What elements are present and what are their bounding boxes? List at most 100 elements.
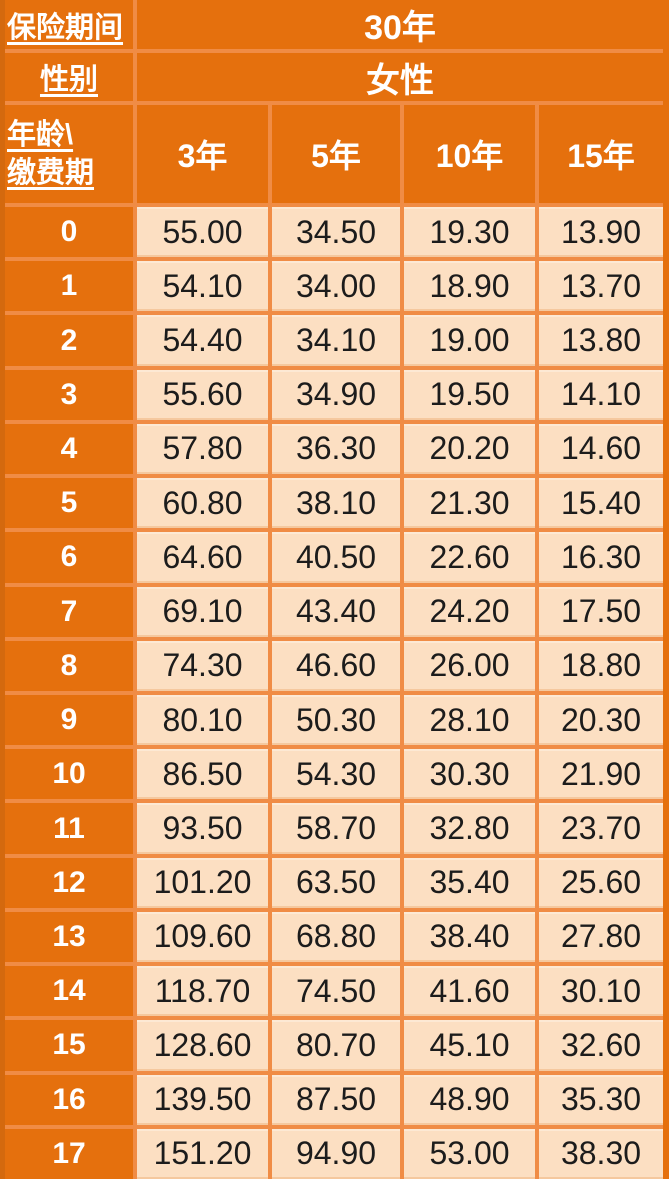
premium-value-cell: 18.80: [539, 640, 663, 691]
age-cell: 1: [5, 261, 133, 312]
premium-value-cell: 69.10: [137, 586, 268, 637]
premium-value-cell: 30.30: [404, 749, 535, 800]
age-cell: 7: [5, 586, 133, 637]
premium-value-cell: 21.90: [539, 749, 663, 800]
premium-value-cell: 14.60: [539, 423, 663, 475]
header-term-15yr: 15年: [539, 105, 663, 203]
premium-value-cell: 54.10: [137, 261, 268, 312]
premium-value-cell: 38.10: [272, 478, 400, 529]
premium-value-cell: 34.50: [272, 207, 400, 258]
premium-value-cell: 36.30: [272, 423, 400, 475]
premium-value-cell: 13.70: [539, 261, 663, 312]
premium-value-cell: 60.80: [137, 478, 268, 529]
premium-value-cell: 34.90: [272, 369, 400, 420]
premium-value-cell: 19.50: [404, 369, 535, 420]
header-gender-label-text: 性别: [39, 64, 98, 96]
age-cell: 12: [5, 857, 133, 908]
premium-value-cell: 26.00: [404, 640, 535, 691]
premium-value-cell: 53.00: [404, 1128, 535, 1179]
premium-value-cell: 38.30: [539, 1128, 663, 1179]
premium-value-cell: 63.50: [272, 857, 400, 908]
premium-value-cell: 54.30: [272, 749, 400, 800]
age-cell: 16: [5, 1074, 133, 1125]
premium-value-cell: 55.60: [137, 369, 268, 420]
age-cell: 5: [5, 478, 133, 529]
age-cell: 11: [5, 803, 133, 854]
premium-value-cell: 54.40: [137, 315, 268, 366]
premium-value-cell: 34.00: [272, 261, 400, 312]
age-cell: 8: [5, 640, 133, 691]
age-cell: 0: [5, 207, 133, 258]
age-cell: 10: [5, 749, 133, 800]
premium-value-cell: 19.00: [404, 315, 535, 366]
premium-value-cell: 41.60: [404, 966, 535, 1017]
premium-value-cell: 28.10: [404, 694, 535, 746]
age-cell: 15: [5, 1020, 133, 1071]
premium-value-cell: 101.20: [137, 857, 268, 908]
premium-value-cell: 128.60: [137, 1020, 268, 1071]
premium-value-cell: 57.80: [137, 423, 268, 475]
header-term-10yr: 10年: [404, 105, 535, 203]
premium-value-cell: 109.60: [137, 911, 268, 963]
header-insurance-period-label: 保险期间: [5, 0, 133, 49]
premium-value-cell: 38.40: [404, 911, 535, 963]
premium-value-cell: 20.20: [404, 423, 535, 475]
premium-value-cell: 55.00: [137, 207, 268, 258]
header-gender-value: 女性: [137, 53, 663, 101]
premium-value-cell: 13.80: [539, 315, 663, 366]
header-insurance-period-label-text: 保险期间: [7, 11, 124, 44]
age-cell: 6: [5, 532, 133, 583]
premium-value-cell: 48.90: [404, 1074, 535, 1125]
premium-value-cell: 14.10: [539, 369, 663, 420]
premium-value-cell: 58.70: [272, 803, 400, 854]
premium-value-cell: 74.50: [272, 966, 400, 1017]
premium-value-cell: 20.30: [539, 694, 663, 746]
premium-value-cell: 40.50: [272, 532, 400, 583]
premium-value-cell: 16.30: [539, 532, 663, 583]
premium-value-cell: 13.90: [539, 207, 663, 258]
premium-value-cell: 25.60: [539, 857, 663, 908]
premium-value-cell: 151.20: [137, 1128, 268, 1179]
premium-value-cell: 80.70: [272, 1020, 400, 1071]
premium-value-cell: 32.80: [404, 803, 535, 854]
header-term-3yr: 3年: [137, 105, 268, 203]
premium-value-cell: 93.50: [137, 803, 268, 854]
age-cell: 17: [5, 1128, 133, 1179]
age-cell: 9: [5, 694, 133, 746]
premium-value-cell: 118.70: [137, 966, 268, 1017]
age-cell: 3: [5, 369, 133, 420]
premium-value-cell: 50.30: [272, 694, 400, 746]
premium-value-cell: 87.50: [272, 1074, 400, 1125]
premium-value-cell: 94.90: [272, 1128, 400, 1179]
premium-value-cell: 139.50: [137, 1074, 268, 1125]
premium-value-cell: 23.70: [539, 803, 663, 854]
age-cell: 4: [5, 423, 133, 475]
premium-value-cell: 35.40: [404, 857, 535, 908]
premium-value-cell: 32.60: [539, 1020, 663, 1071]
premium-value-cell: 86.50: [137, 749, 268, 800]
age-cell: 13: [5, 911, 133, 963]
premium-value-cell: 64.60: [137, 532, 268, 583]
header-gender-label: 性别: [5, 53, 133, 101]
premium-value-cell: 21.30: [404, 478, 535, 529]
premium-value-cell: 68.80: [272, 911, 400, 963]
header-insurance-period-value: 30年: [137, 0, 663, 49]
header-term-5yr: 5年: [272, 105, 400, 203]
premium-value-cell: 22.60: [404, 532, 535, 583]
age-cell: 14: [5, 966, 133, 1017]
premium-value-cell: 80.10: [137, 694, 268, 746]
premium-value-cell: 34.10: [272, 315, 400, 366]
premium-value-cell: 17.50: [539, 586, 663, 637]
header-age-label-line1: 年龄\: [7, 118, 74, 151]
premium-value-cell: 45.10: [404, 1020, 535, 1071]
premium-value-cell: 24.20: [404, 586, 535, 637]
premium-value-cell: 15.40: [539, 478, 663, 529]
premium-value-cell: 35.30: [539, 1074, 663, 1125]
header-age-label-line2: 缴费期: [7, 157, 95, 189]
premium-value-cell: 18.90: [404, 261, 535, 312]
premium-value-cell: 19.30: [404, 207, 535, 258]
premium-value-cell: 43.40: [272, 586, 400, 637]
age-cell: 2: [5, 315, 133, 366]
premium-value-cell: 46.60: [272, 640, 400, 691]
